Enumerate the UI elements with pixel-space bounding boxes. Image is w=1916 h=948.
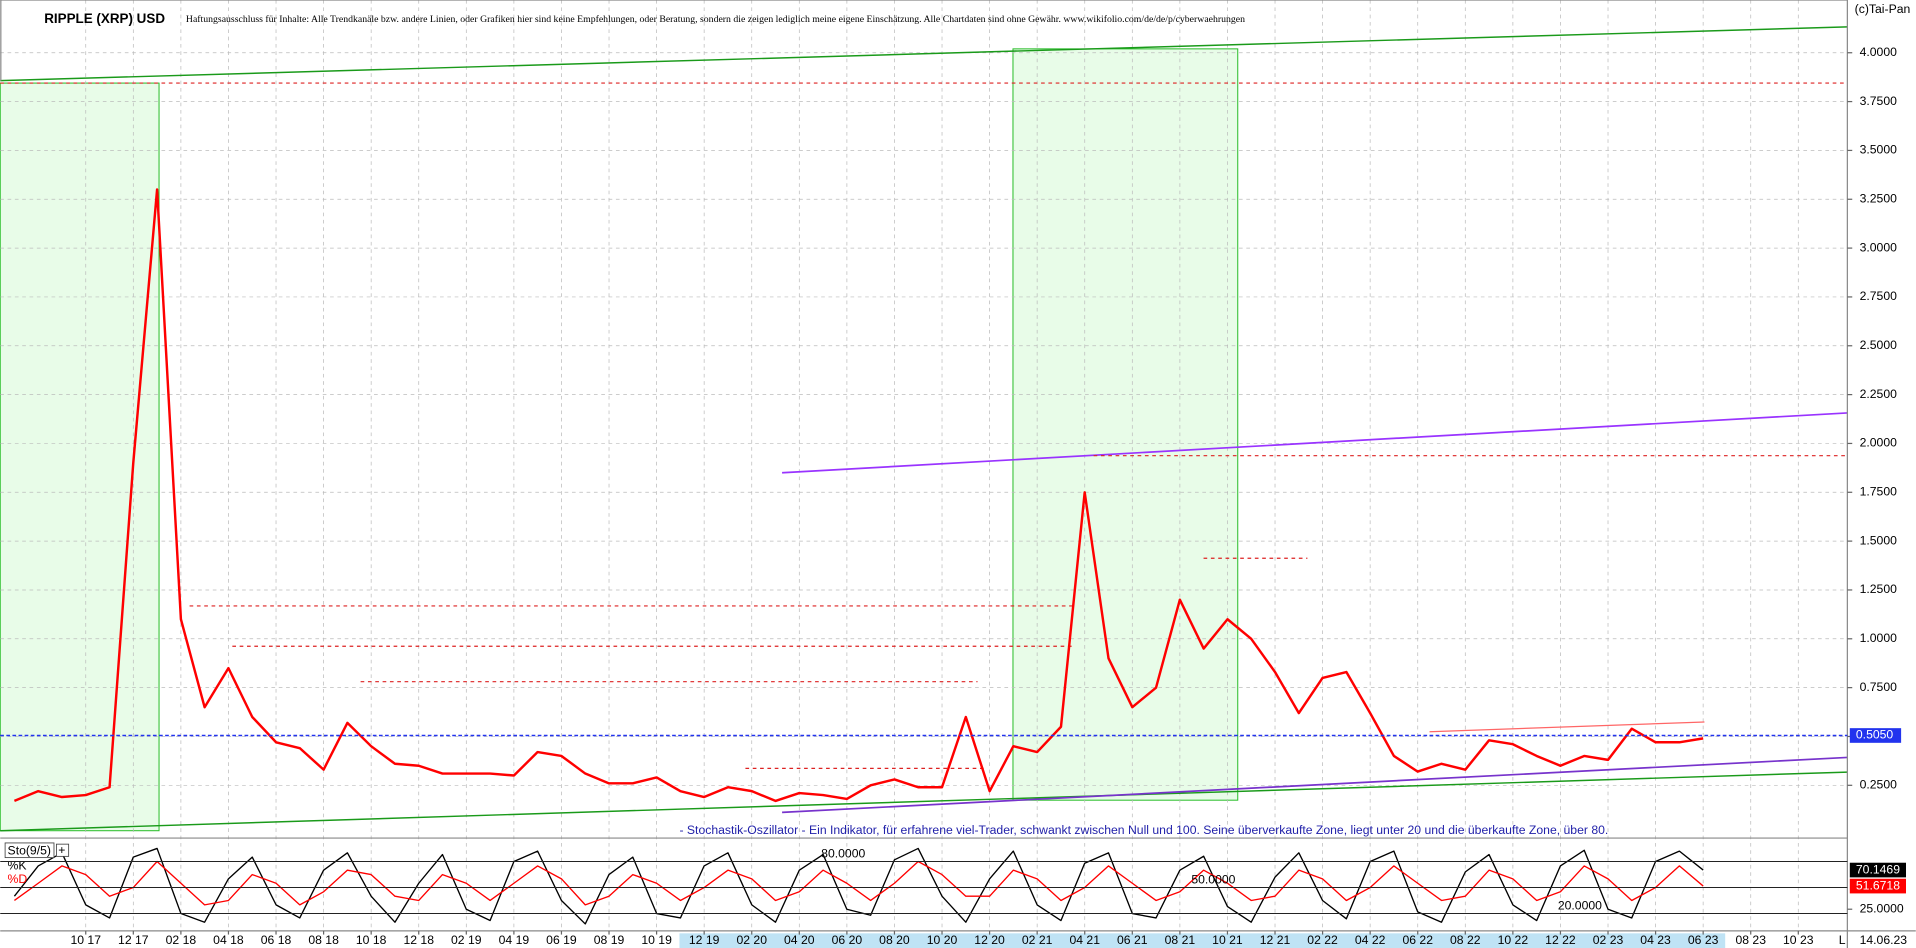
y-tick-label: 1.2500 — [1860, 582, 1898, 596]
x-tick-label: 04 21 — [1069, 933, 1100, 947]
x-tick-label: 02 19 — [451, 933, 482, 947]
x-tick-label: 02 22 — [1307, 933, 1338, 947]
x-tick-label: 12 19 — [689, 933, 720, 947]
indicator-button-icon: + — [58, 843, 65, 857]
y-tick-label: 3.0000 — [1860, 240, 1898, 254]
trend-line — [782, 756, 1848, 814]
zone — [1012, 48, 1239, 801]
trend-line — [782, 412, 1848, 474]
y-tick-label: 0.2500 — [1860, 778, 1898, 792]
x-tick-label: 02 18 — [166, 933, 197, 947]
x-tick-label: 06 20 — [832, 933, 863, 947]
grid — [0, 0, 1848, 931]
y-tick-label: 4.0000 — [1860, 45, 1898, 59]
y-tick-label: 3.7500 — [1860, 94, 1898, 108]
x-tick-label: 08 21 — [1165, 933, 1196, 947]
x-tick-label: 10 20 — [927, 933, 958, 947]
y-tick-label: 1.0000 — [1860, 631, 1898, 645]
y-tick-label: 2.5000 — [1860, 338, 1898, 352]
stoch-line — [14, 860, 1704, 906]
y-tick-label: 3.5000 — [1860, 143, 1898, 157]
x-tick-label: 12 21 — [1260, 933, 1291, 947]
indicator-box — [4, 842, 55, 859]
x-tick-label: 10 23 — [1783, 933, 1814, 947]
legend-entry: %K — [8, 858, 27, 872]
x-tick-label: 10 22 — [1498, 933, 1529, 947]
y-tick-label: 2.7500 — [1860, 289, 1898, 303]
level-label: 80.0000 — [821, 846, 865, 860]
indicator-button[interactable] — [55, 843, 70, 857]
x-tick-label: 12 18 — [403, 933, 434, 947]
x-tick-label: 02 20 — [736, 933, 767, 947]
y-tick-label: 0.7500 — [1860, 680, 1898, 694]
y-tick-label: 2.2500 — [1860, 387, 1898, 401]
x-tick-label: 12 22 — [1545, 933, 1576, 947]
x-tick-label: 12 17 — [118, 933, 149, 947]
disclaimer: Haftungsausschluss für Inhalte: Alle Tre… — [186, 14, 1245, 25]
x-tick-label: 04 18 — [213, 933, 244, 947]
last-value-box — [1849, 878, 1906, 894]
last-value-label: 70.1469 — [1856, 862, 1900, 876]
last-price-box — [1849, 728, 1902, 743]
x-tick-label: 06 21 — [1117, 933, 1148, 947]
x-tick-label: 08 23 — [1735, 933, 1766, 947]
axis-highlight — [679, 933, 1726, 948]
trend-lines — [0, 26, 1848, 832]
trend-line — [0, 771, 1848, 832]
x-tick-label: 06 22 — [1402, 933, 1433, 947]
indicator-note: - Stochastik-Oszillator - Ein Indikator,… — [679, 823, 1608, 837]
x-tick-label: 10 17 — [70, 933, 101, 947]
axis-end-label: L — [1839, 933, 1846, 947]
level-label: 20.0000 — [1558, 898, 1602, 912]
x-tick-label: 02 21 — [1022, 933, 1053, 947]
x-tick-label: 08 19 — [594, 933, 625, 947]
chart-title: RIPPLE (XRP) USD — [44, 11, 165, 26]
y2-tick-label: 25.0000 — [1860, 901, 1904, 915]
last-price-label: 0.5050 — [1856, 728, 1894, 742]
x-tick-label: 10 19 — [641, 933, 672, 947]
y-tick-label: 1.7500 — [1860, 485, 1898, 499]
copyright: (c)Tai-Pan — [1855, 2, 1911, 16]
x-tick-label: 10 21 — [1212, 933, 1243, 947]
x-tick-label: 06 18 — [261, 933, 292, 947]
x-tick-label: 06 23 — [1688, 933, 1719, 947]
last-value-label: 51.6718 — [1856, 878, 1900, 892]
x-tick-label: 12 20 — [974, 933, 1005, 947]
last-value-box — [1849, 862, 1906, 878]
x-tick-label: 06 19 — [546, 933, 577, 947]
y-tick-label: 2.0000 — [1860, 436, 1898, 450]
x-tick-label: 04 20 — [784, 933, 815, 947]
level-label: 50.0000 — [1191, 872, 1235, 886]
price-line — [13, 188, 1704, 803]
x-tick-label: 08 20 — [879, 933, 910, 947]
y-tick-label: 3.2500 — [1860, 191, 1898, 205]
x-tick-label: 04 23 — [1640, 933, 1671, 947]
zone — [0, 82, 160, 832]
indicator-label: Sto(9/5) — [8, 844, 51, 858]
x-tick-label: 02 23 — [1593, 933, 1624, 947]
legend-entry: %D — [8, 872, 28, 886]
trend-line — [0, 26, 1848, 82]
x-tick-label: 08 18 — [308, 933, 339, 947]
x-tick-label: 04 22 — [1355, 933, 1386, 947]
x-tick-label: 08 22 — [1450, 933, 1481, 947]
trend-line — [1429, 721, 1705, 733]
x-tick-label: 04 19 — [499, 933, 530, 947]
y-tick-label: 1.5000 — [1860, 533, 1898, 547]
date-label: 14.06.23 — [1860, 933, 1908, 947]
x-tick-label: 10 18 — [356, 933, 387, 947]
